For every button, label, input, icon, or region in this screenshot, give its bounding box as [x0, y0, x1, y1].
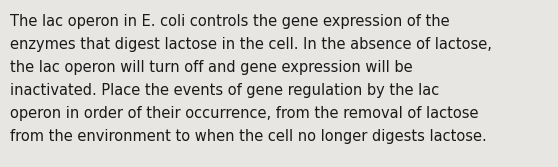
Text: the lac operon will turn off and gene expression will be: the lac operon will turn off and gene ex… [10, 60, 412, 75]
Text: inactivated. Place the events of gene regulation by the lac: inactivated. Place the events of gene re… [10, 83, 439, 98]
Text: enzymes that digest lactose in the cell. In the absence of lactose,: enzymes that digest lactose in the cell.… [10, 37, 492, 52]
Text: operon in order of their occurrence, from the removal of lactose: operon in order of their occurrence, fro… [10, 106, 479, 121]
Text: from the environment to when the cell no longer digests lactose.: from the environment to when the cell no… [10, 129, 487, 144]
Text: The lac operon in E. coli controls the gene expression of the: The lac operon in E. coli controls the g… [10, 14, 450, 29]
